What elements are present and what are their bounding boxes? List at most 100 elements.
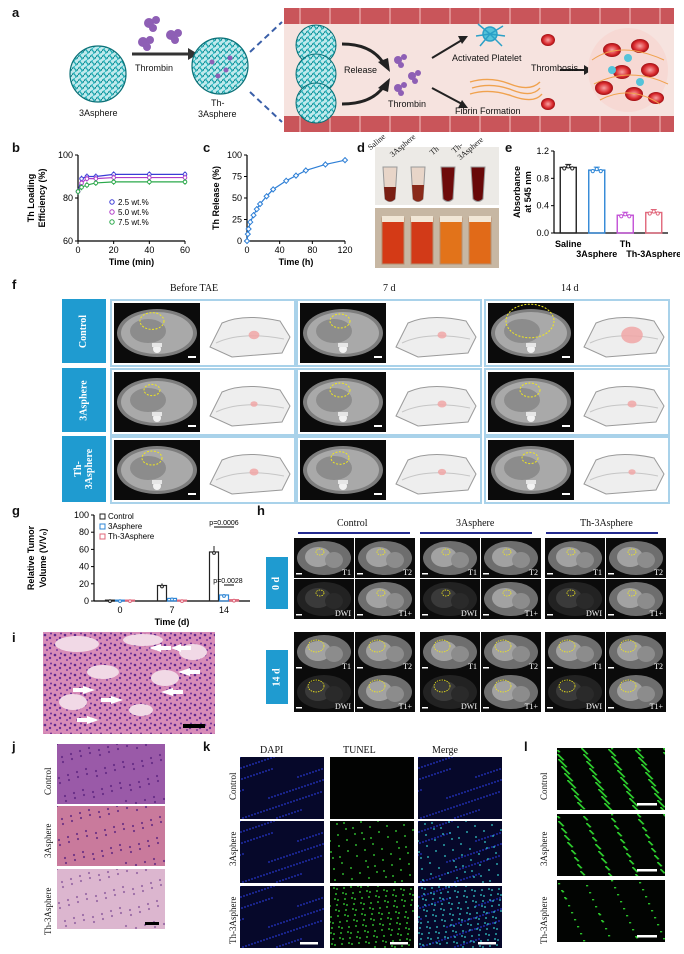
data-point xyxy=(245,225,252,233)
mri-image: DWI xyxy=(545,579,605,619)
data-point xyxy=(655,211,660,216)
y-tick-label: 100 xyxy=(74,510,89,520)
y-tick-label: 40 xyxy=(79,562,89,572)
data-point xyxy=(253,205,261,213)
x-tick-label: 40 xyxy=(144,245,154,255)
mri-image: T1+ xyxy=(606,672,666,712)
mri-sequence-label: T1+ xyxy=(524,609,538,618)
mri-image: T1+ xyxy=(481,672,541,712)
j-row-control: Control xyxy=(43,767,53,795)
f-row-3asphere: 3Asphere xyxy=(62,368,106,432)
data-point xyxy=(322,161,329,168)
x-tick-label: 14 xyxy=(219,605,229,615)
fluorescence-image xyxy=(329,820,414,883)
data-point xyxy=(79,176,84,181)
data-point xyxy=(79,180,84,186)
f-row-control: Control xyxy=(62,299,106,363)
legend-marker xyxy=(109,209,115,215)
data-point xyxy=(292,172,300,179)
red-blood-cell-icon xyxy=(541,34,555,46)
mri-sequence-label: T2 xyxy=(654,568,663,577)
mri-image: T1+ xyxy=(481,579,541,619)
data-point xyxy=(647,211,652,216)
legend-marker xyxy=(109,219,115,225)
fluorescence-image xyxy=(557,880,666,942)
he-stain-image xyxy=(43,632,215,734)
j-row-3asphere: 3Asphere xyxy=(43,823,53,859)
mri-sequence-label: T2 xyxy=(529,662,538,671)
y-tick-label: 1.2 xyxy=(536,146,549,156)
data-point xyxy=(160,584,164,589)
panel-label-f: f xyxy=(12,277,17,292)
h-group-control: Control xyxy=(337,518,368,529)
panel-label-c: c xyxy=(203,140,211,155)
mri-sequence-label: T1+ xyxy=(649,702,663,711)
legend-label: 5.0 wt.% xyxy=(118,208,149,217)
mri-sequence-label: DWI xyxy=(335,702,351,711)
ct-image-pair xyxy=(296,436,482,504)
he-stain-image xyxy=(55,804,166,867)
he-stain-image xyxy=(55,867,166,930)
bar xyxy=(588,169,606,234)
panel-label-g: g xyxy=(12,503,20,518)
x-tick-label: 3Asphere xyxy=(576,249,617,259)
x-tick-label: 0 xyxy=(244,245,249,255)
p-value-label: p=0.0028 xyxy=(213,578,242,585)
mri-sequence-label: T1+ xyxy=(524,702,538,711)
x-axis-label: Time (h) xyxy=(279,257,314,267)
data-point xyxy=(250,211,257,219)
sphere-label: 3Asphere xyxy=(79,108,118,118)
mri-sequence-label: T2 xyxy=(403,662,412,671)
mri-sequence-label: T2 xyxy=(654,662,663,671)
y-tick-label: 60 xyxy=(63,236,73,246)
mri-image: T1 xyxy=(545,538,605,578)
thrombin-molecule-icon xyxy=(138,16,182,51)
mri-image: DWI xyxy=(420,672,480,712)
loaded-sphere-icon xyxy=(191,37,249,95)
y-tick-label: 0.4 xyxy=(536,201,549,211)
y-tick-label: 100 xyxy=(227,150,242,160)
schematic-illustration xyxy=(69,8,674,132)
data-point xyxy=(128,599,132,604)
mri-image: T1 xyxy=(545,632,605,672)
data-point xyxy=(118,599,122,604)
red-blood-cell-icon xyxy=(541,98,555,110)
y-tick-label: 100 xyxy=(58,150,73,160)
f-col-before: Before TAE xyxy=(170,283,219,294)
k-row-th3asphere: Th-3Asphere xyxy=(228,896,238,944)
bar xyxy=(616,214,634,234)
thrombus-icon xyxy=(588,28,669,112)
mri-image: T1 xyxy=(420,538,480,578)
loaded-sphere-label-1: Th- xyxy=(211,98,225,108)
panel-label-i: i xyxy=(12,630,16,645)
mri-image: T1 xyxy=(420,632,480,672)
fluorescence-image xyxy=(239,756,324,819)
tube-photo xyxy=(375,147,499,205)
j-row-th3asphere: Th-3Asphere xyxy=(43,887,53,935)
activated-platelet-icon xyxy=(475,23,506,47)
f-col-7d: 7 d xyxy=(383,283,396,294)
legend-label: Control xyxy=(108,512,134,521)
ct-image-pair xyxy=(296,299,482,367)
panel-label-a: a xyxy=(12,5,20,20)
y-axis-label-2: Efficiency (%) xyxy=(37,168,47,227)
legend-label: Th-3Asphere xyxy=(108,532,155,541)
legend-marker xyxy=(109,199,115,205)
mri-sequence-label: T1 xyxy=(342,568,351,577)
mri-sequence-label: T1 xyxy=(593,662,602,671)
h-time-14d: 14 d xyxy=(266,650,288,704)
data-point xyxy=(594,167,599,172)
data-point xyxy=(111,179,116,185)
cuvette-photo xyxy=(375,208,499,268)
data-point xyxy=(619,214,624,219)
data-point xyxy=(84,182,90,188)
x-axis-label: Time (min) xyxy=(109,257,154,267)
x-axis-label: Time (d) xyxy=(155,617,190,627)
y-tick-label: 80 xyxy=(79,527,89,537)
ct-image-pair xyxy=(296,368,482,436)
mri-sequence-label: T1 xyxy=(468,662,477,671)
data-point xyxy=(570,166,575,171)
fibrin-icon xyxy=(469,78,543,101)
x-tick-label: 40 xyxy=(275,245,285,255)
x-tick-label: 60 xyxy=(180,245,190,255)
